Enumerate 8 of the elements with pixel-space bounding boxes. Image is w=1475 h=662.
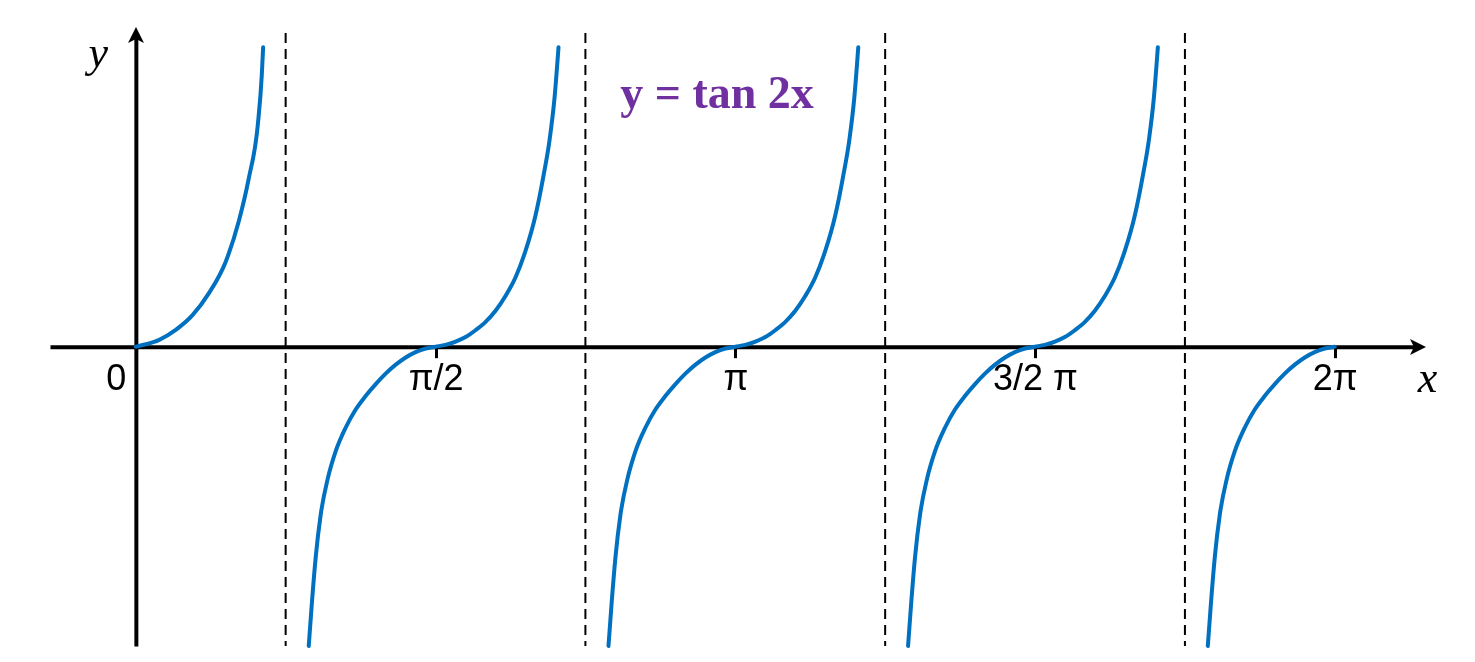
x-tick-label: 2π xyxy=(1312,357,1358,399)
y-axis-title: y xyxy=(84,27,109,77)
x-tick-label: π/2 xyxy=(408,357,464,399)
x-tick-label: 3/2 π xyxy=(993,357,1078,399)
x-tick-label: π xyxy=(723,357,749,399)
x-tick-label: 0 xyxy=(106,357,127,399)
chart-title: y = tan 2x xyxy=(620,67,814,118)
x-axis-title: x xyxy=(1416,353,1438,403)
